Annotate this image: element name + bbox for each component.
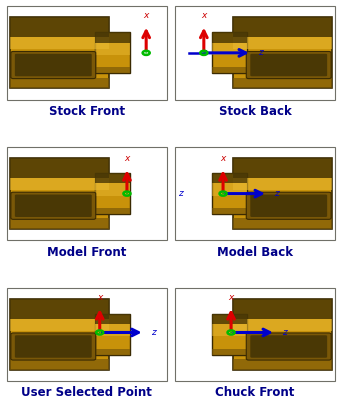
Bar <box>233 319 332 331</box>
Circle shape <box>126 193 128 194</box>
Bar <box>95 324 130 337</box>
FancyBboxPatch shape <box>246 51 331 79</box>
Text: User Selected Point: User Selected Point <box>22 386 152 399</box>
Bar <box>233 158 332 229</box>
FancyBboxPatch shape <box>250 335 327 358</box>
Bar <box>233 299 332 319</box>
Text: z: z <box>178 189 183 198</box>
Bar <box>233 37 332 49</box>
Bar <box>212 32 247 73</box>
Bar <box>10 299 109 370</box>
Bar <box>233 18 332 88</box>
Bar <box>10 18 109 88</box>
Text: z: z <box>274 189 279 198</box>
Text: Chuck Front: Chuck Front <box>215 386 295 399</box>
Bar <box>95 173 130 183</box>
Text: x: x <box>228 293 234 302</box>
Bar <box>212 314 247 355</box>
Text: z: z <box>201 48 206 57</box>
Bar <box>212 173 247 183</box>
Bar <box>95 314 130 324</box>
Bar <box>212 67 247 73</box>
Text: Model Back: Model Back <box>217 245 293 258</box>
Bar <box>233 178 332 190</box>
Text: Stock Front: Stock Front <box>49 105 125 118</box>
Bar <box>212 43 247 55</box>
Text: z: z <box>282 328 287 337</box>
FancyBboxPatch shape <box>246 192 331 219</box>
Text: x: x <box>220 154 226 163</box>
Bar <box>10 299 109 319</box>
Bar <box>95 208 130 214</box>
Circle shape <box>99 332 101 333</box>
FancyBboxPatch shape <box>250 54 327 76</box>
FancyBboxPatch shape <box>15 335 92 358</box>
Text: Stock Back: Stock Back <box>219 105 291 118</box>
Text: z: z <box>258 48 263 57</box>
Bar <box>212 324 247 337</box>
Circle shape <box>222 193 224 194</box>
Bar <box>212 349 247 355</box>
Bar <box>95 67 130 73</box>
Bar <box>95 43 130 55</box>
Bar <box>10 18 109 37</box>
Text: x: x <box>201 11 207 20</box>
Bar <box>233 299 332 370</box>
Circle shape <box>145 52 147 53</box>
Bar <box>10 78 109 88</box>
FancyBboxPatch shape <box>11 51 96 79</box>
Bar <box>233 158 332 178</box>
Bar <box>212 208 247 214</box>
Bar <box>10 219 109 229</box>
Bar <box>233 18 332 37</box>
Circle shape <box>203 52 205 53</box>
Bar <box>212 173 247 214</box>
FancyBboxPatch shape <box>11 192 96 219</box>
Bar <box>95 173 130 214</box>
Bar <box>10 359 109 370</box>
FancyBboxPatch shape <box>246 333 331 360</box>
Bar <box>95 349 130 355</box>
Bar <box>95 32 130 73</box>
Bar <box>233 78 332 88</box>
Text: x: x <box>124 154 130 163</box>
Bar <box>10 158 109 178</box>
Bar <box>233 219 332 229</box>
FancyBboxPatch shape <box>15 54 92 76</box>
Bar <box>95 183 130 196</box>
Bar <box>212 32 247 43</box>
Bar <box>212 314 247 324</box>
Bar <box>10 37 109 49</box>
Text: Model Front: Model Front <box>47 245 127 258</box>
Bar <box>10 158 109 229</box>
Bar <box>212 183 247 196</box>
Circle shape <box>230 332 232 333</box>
Bar <box>10 319 109 331</box>
Bar <box>233 359 332 370</box>
FancyBboxPatch shape <box>15 195 92 217</box>
Text: x: x <box>144 11 149 20</box>
FancyBboxPatch shape <box>11 333 96 360</box>
Bar <box>10 178 109 190</box>
Text: x: x <box>97 293 102 302</box>
Bar <box>95 32 130 43</box>
Bar <box>95 314 130 355</box>
Text: z: z <box>151 328 156 337</box>
FancyBboxPatch shape <box>250 195 327 217</box>
